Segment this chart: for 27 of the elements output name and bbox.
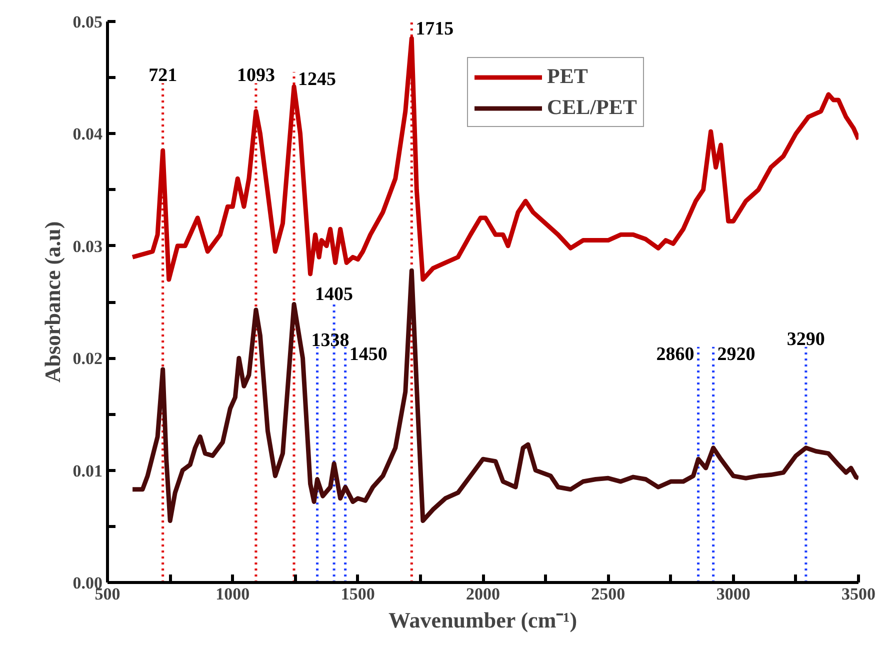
- x-tick-label: 2500: [591, 584, 626, 604]
- annotation: 1715: [416, 18, 454, 40]
- annotation: 1405: [315, 284, 354, 305]
- y-axis-title: Absorbance (a.u): [40, 221, 65, 383]
- annotation: 2920: [717, 344, 756, 365]
- y-tick-label: 0.03: [72, 236, 102, 256]
- annotation: 1093: [236, 65, 275, 86]
- annotation: 721: [148, 65, 178, 86]
- y-tick-label: 0.02: [72, 349, 102, 368]
- line-series: [130, 268, 858, 524]
- annotation: 2860: [656, 344, 694, 365]
- annotation: 3290: [786, 328, 825, 350]
- line-series: [130, 36, 858, 282]
- y-tick-label: 0.01: [72, 461, 102, 480]
- x-tick-label: 1500: [340, 584, 375, 604]
- x-tick-label: 3000: [716, 584, 750, 604]
- y-tick-label: 0.04: [72, 124, 103, 144]
- annotation: 1338: [311, 330, 350, 351]
- annotation: 1245: [298, 68, 336, 90]
- x-tick-label: 1000: [216, 584, 250, 604]
- legend-label: PET: [547, 64, 588, 89]
- annotation: 1450: [349, 344, 388, 365]
- x-tick-label: 2000: [466, 584, 500, 604]
- x-tick-label: 3500: [842, 584, 876, 604]
- y-tick-label: 0.05: [72, 12, 102, 32]
- legend-label: CEL/PET: [547, 95, 637, 120]
- x-axis-title: Wavenumber (cm⁻¹): [388, 608, 578, 632]
